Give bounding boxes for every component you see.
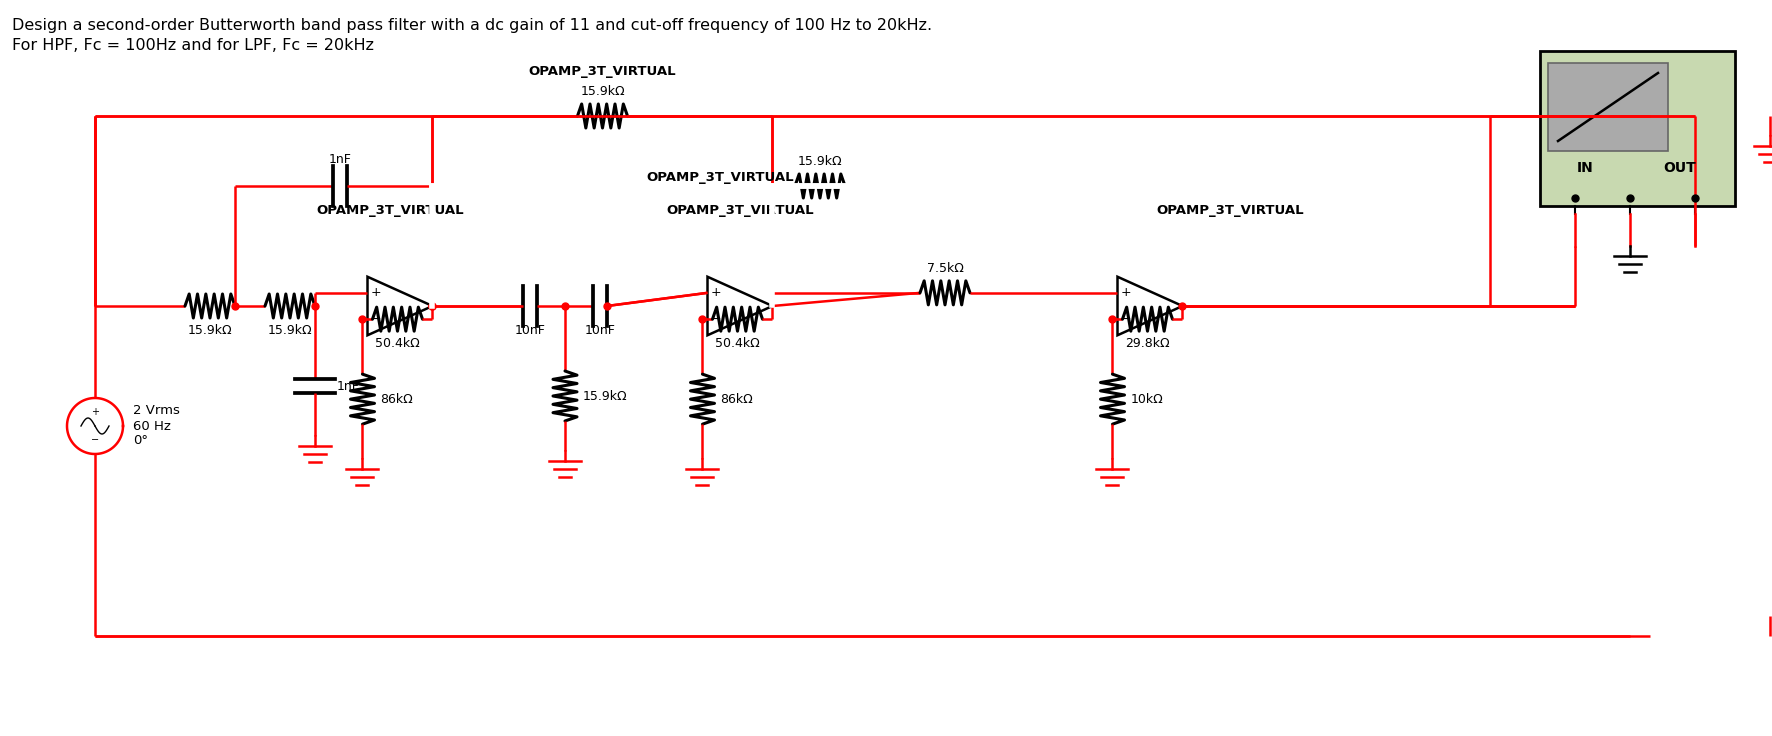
Text: 10kΩ: 10kΩ: [1131, 393, 1162, 406]
Text: OPAMP_3T_VIRTUAL: OPAMP_3T_VIRTUAL: [647, 171, 794, 184]
Text: IN: IN: [1577, 161, 1593, 175]
Text: Design a second-order Butterworth band pass filter with a dc gain of 11 and cut-: Design a second-order Butterworth band p…: [12, 18, 932, 33]
Text: −: −: [90, 435, 99, 445]
Text: 2 Vrms: 2 Vrms: [133, 405, 181, 417]
Text: −: −: [1120, 313, 1131, 325]
Text: 50.4kΩ: 50.4kΩ: [376, 337, 420, 350]
Text: 15.9kΩ: 15.9kΩ: [797, 155, 842, 168]
Text: OPAMP_3T_VIRTUAL: OPAMP_3T_VIRTUAL: [528, 65, 677, 78]
Text: 1nF: 1nF: [328, 153, 351, 166]
Text: 10nF: 10nF: [585, 324, 615, 337]
Text: 86kΩ: 86kΩ: [721, 393, 753, 406]
Text: 15.9kΩ: 15.9kΩ: [579, 85, 626, 98]
Text: 10nF: 10nF: [514, 324, 546, 337]
Text: 86kΩ: 86kΩ: [381, 393, 413, 406]
Text: OPAMP_3T_VIRTUAL: OPAMP_3T_VIRTUAL: [666, 204, 813, 217]
Text: 15.9kΩ: 15.9kΩ: [583, 389, 627, 403]
Text: 7.5kΩ: 7.5kΩ: [927, 262, 964, 275]
Text: −: −: [370, 313, 381, 325]
Text: −: −: [711, 313, 721, 325]
Text: OPAMP_3T_VIRTUAL: OPAMP_3T_VIRTUAL: [315, 204, 464, 217]
Text: OPAMP_3T_VIRTUAL: OPAMP_3T_VIRTUAL: [1155, 204, 1304, 217]
Text: 50.4kΩ: 50.4kΩ: [716, 337, 760, 350]
Text: 29.8kΩ: 29.8kΩ: [1125, 337, 1170, 350]
Text: For HPF, Fc = 100Hz and for LPF, Fc = 20kHz: For HPF, Fc = 100Hz and for LPF, Fc = 20…: [12, 38, 374, 53]
Text: OUT: OUT: [1664, 161, 1696, 175]
FancyBboxPatch shape: [1549, 63, 1667, 151]
Text: +: +: [711, 286, 721, 300]
Text: 60 Hz: 60 Hz: [133, 420, 170, 433]
Text: 1nF: 1nF: [337, 380, 360, 392]
Text: 15.9kΩ: 15.9kΩ: [268, 324, 312, 337]
Text: +: +: [90, 407, 99, 417]
FancyBboxPatch shape: [1540, 51, 1735, 206]
Text: +: +: [370, 286, 381, 300]
Text: +: +: [1120, 286, 1131, 300]
Text: 15.9kΩ: 15.9kΩ: [188, 324, 232, 337]
Text: 0°: 0°: [133, 434, 149, 447]
